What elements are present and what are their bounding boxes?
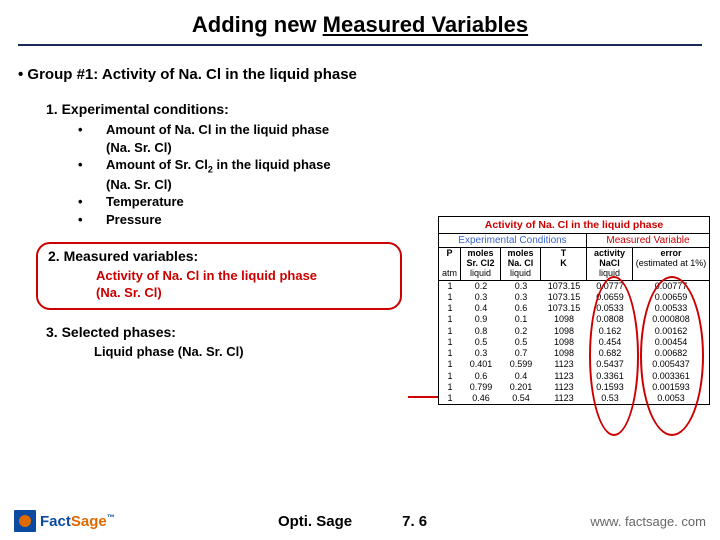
connector-line bbox=[408, 396, 438, 398]
logo-text: FactSage™ bbox=[40, 513, 115, 530]
footer-center: Opti. Sage 7. 6 bbox=[278, 513, 427, 530]
header-experimental-conditions: Experimental Conditions bbox=[439, 234, 587, 247]
header-measured-variable: Measured Variable bbox=[587, 234, 709, 247]
footer-page-number: 7. 6 bbox=[402, 513, 427, 530]
table-header-groups: Experimental Conditions Measured Variabl… bbox=[439, 234, 709, 248]
condition-item: Amount of Na. Cl in the liquid phase (Na… bbox=[78, 121, 702, 156]
title-rule bbox=[18, 44, 702, 46]
highlight-oval-right bbox=[640, 276, 704, 436]
footer-product: Opti. Sage bbox=[278, 513, 352, 530]
measured-variable-text: Activity of Na. Cl in the liquid phase (… bbox=[96, 268, 390, 302]
footer: FactSage™ Opti. Sage 7. 6 www. factsage.… bbox=[0, 510, 720, 532]
section-1-label: 1. Experimental conditions: bbox=[46, 101, 702, 117]
condition-item: Temperature bbox=[78, 193, 702, 211]
group-heading: • Group #1: Activity of Na. Cl in the li… bbox=[18, 66, 702, 83]
footer-url: www. factsage. com bbox=[590, 514, 706, 529]
conditions-list: Amount of Na. Cl in the liquid phase (Na… bbox=[78, 121, 702, 228]
logo-icon bbox=[14, 510, 36, 532]
section-2-label: 2. Measured variables: bbox=[48, 248, 390, 264]
table-title: Activity of Na. Cl in the liquid phase bbox=[439, 217, 709, 234]
measured-variables-box: 2. Measured variables: Activity of Na. C… bbox=[36, 242, 402, 310]
title-prefix: Adding new bbox=[192, 12, 323, 37]
factsage-logo: FactSage™ bbox=[14, 510, 115, 532]
highlight-oval-left bbox=[589, 276, 639, 436]
title-underlined: Measured Variables bbox=[323, 12, 528, 37]
condition-item: Amount of Sr. Cl2 in the liquid phase (N… bbox=[78, 156, 702, 193]
slide-title: Adding new Measured Variables bbox=[18, 12, 702, 38]
